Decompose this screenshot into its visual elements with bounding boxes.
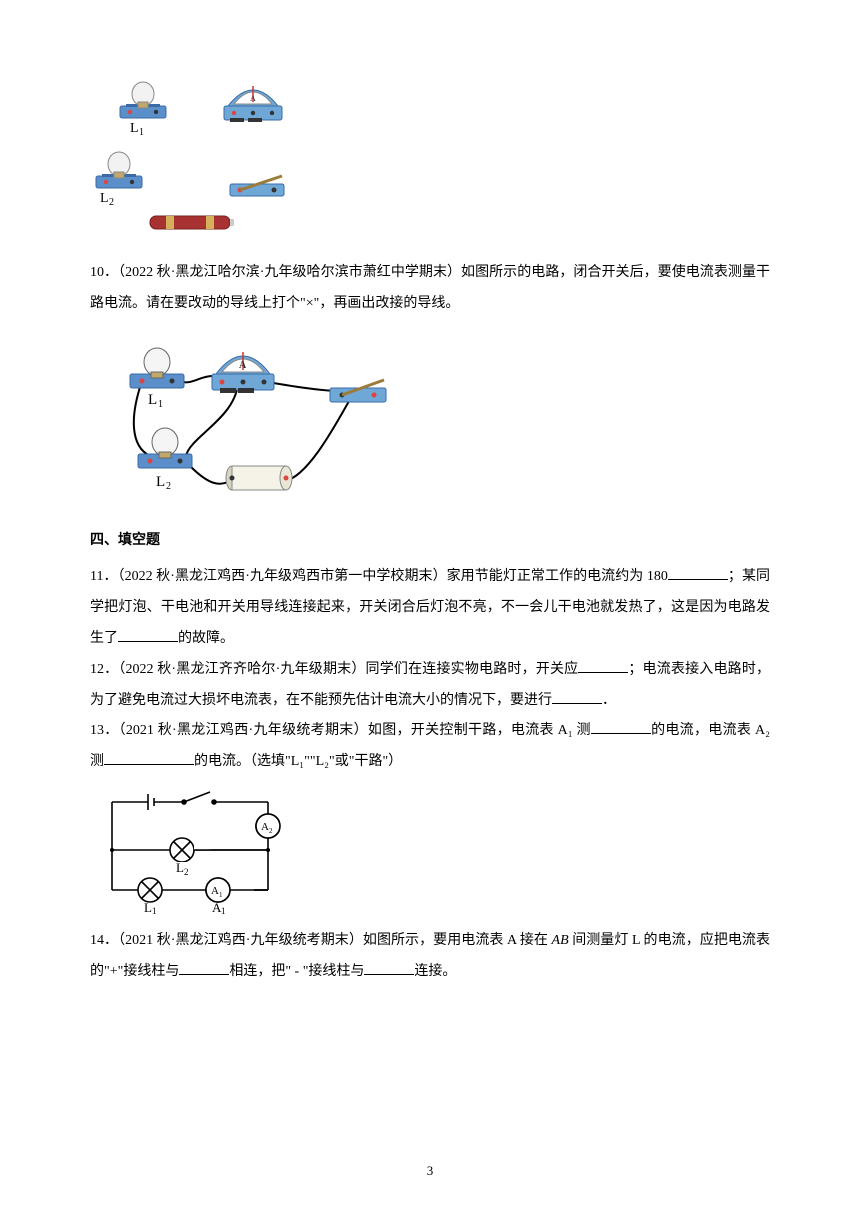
question-10-text: 10．（2022 秋·黑龙江哈尔滨·九年级哈尔滨市萧红中学期末）如图所示的电路，… bbox=[90, 258, 770, 320]
q12-blank-2 bbox=[552, 687, 602, 704]
figure-q13-schematic: L2 L1 A1 A2 A2 A₂ . A 2 bbox=[90, 784, 770, 914]
q13-blank-1 bbox=[591, 718, 651, 735]
q14-prefix: 14．（2021 秋·黑龙江鸡西·九年级统考期末）如图所示，要用电流表 A 接在 bbox=[90, 933, 552, 948]
figure-q9-components: L 1 A L 2 bbox=[90, 76, 770, 246]
svg-text:L: L bbox=[144, 900, 152, 914]
svg-text:L: L bbox=[148, 392, 157, 408]
q14-mid2: 相连，把" - "接线柱与 bbox=[229, 964, 364, 979]
svg-text:L: L bbox=[156, 474, 165, 490]
svg-text:2: 2 bbox=[109, 197, 114, 208]
svg-text:1: 1 bbox=[139, 127, 144, 138]
q14-suffix: 连接。 bbox=[414, 964, 456, 979]
svg-text:1: 1 bbox=[219, 891, 223, 899]
svg-text:1: 1 bbox=[152, 906, 157, 914]
svg-text:L: L bbox=[130, 121, 139, 136]
q11-suffix: 的故障。 bbox=[178, 631, 234, 646]
q11-prefix: 11．（2022 秋·黑龙江鸡西·九年级鸡西市第一中学校期末）家用节能灯正常工作… bbox=[90, 569, 668, 584]
svg-text:1: 1 bbox=[221, 906, 226, 914]
q12-suffix: ． bbox=[602, 693, 616, 708]
page-number: 3 bbox=[0, 1157, 860, 1186]
svg-text:A: A bbox=[211, 885, 219, 897]
q13-prefix: 13．（2021 秋·黑龙江鸡西·九年级统考期末）如图，开关控制干路，电流表 A… bbox=[90, 723, 591, 738]
q14-blank-2 bbox=[364, 958, 414, 975]
q13-suffix: 的电流。（选填"L₁""L₂"或"干路"） bbox=[194, 754, 402, 769]
q14-ab: AB bbox=[552, 933, 569, 948]
q13-blank-2 bbox=[104, 748, 194, 765]
svg-text:L: L bbox=[100, 191, 109, 206]
svg-text:A: A bbox=[250, 94, 256, 103]
question-11: 11．（2022 秋·黑龙江鸡西·九年级鸡西市第一中学校期末）家用节能灯正常工作… bbox=[90, 562, 770, 654]
question-14: 14．（2021 秋·黑龙江鸡西·九年级统考期末）如图所示，要用电流表 A 接在… bbox=[90, 926, 770, 988]
svg-text:2: 2 bbox=[166, 481, 171, 492]
q12-prefix: 12．（2022 秋·黑龙江齐齐哈尔·九年级期末）同学们在连接实物电路时，开关应 bbox=[90, 662, 578, 677]
figure-q10-circuit: L 1 A L 2 bbox=[90, 326, 770, 506]
svg-text:A: A bbox=[239, 360, 247, 371]
section-4-title: 四、填空题 bbox=[90, 526, 770, 557]
svg-text:2: 2 bbox=[184, 867, 189, 877]
svg-text:2: 2 bbox=[269, 827, 273, 835]
question-12: 12．（2022 秋·黑龙江齐齐哈尔·九年级期末）同学们在连接实物电路时，开关应… bbox=[90, 655, 770, 717]
question-13: 13．（2021 秋·黑龙江鸡西·九年级统考期末）如图，开关控制干路，电流表 A… bbox=[90, 716, 770, 778]
q14-blank-1 bbox=[179, 958, 229, 975]
q11-blank-1 bbox=[668, 564, 728, 581]
q12-blank-1 bbox=[578, 656, 628, 673]
svg-text:A: A bbox=[261, 821, 269, 833]
svg-text:1: 1 bbox=[158, 399, 163, 410]
svg-text:L: L bbox=[176, 860, 184, 875]
q11-blank-2 bbox=[118, 625, 178, 642]
